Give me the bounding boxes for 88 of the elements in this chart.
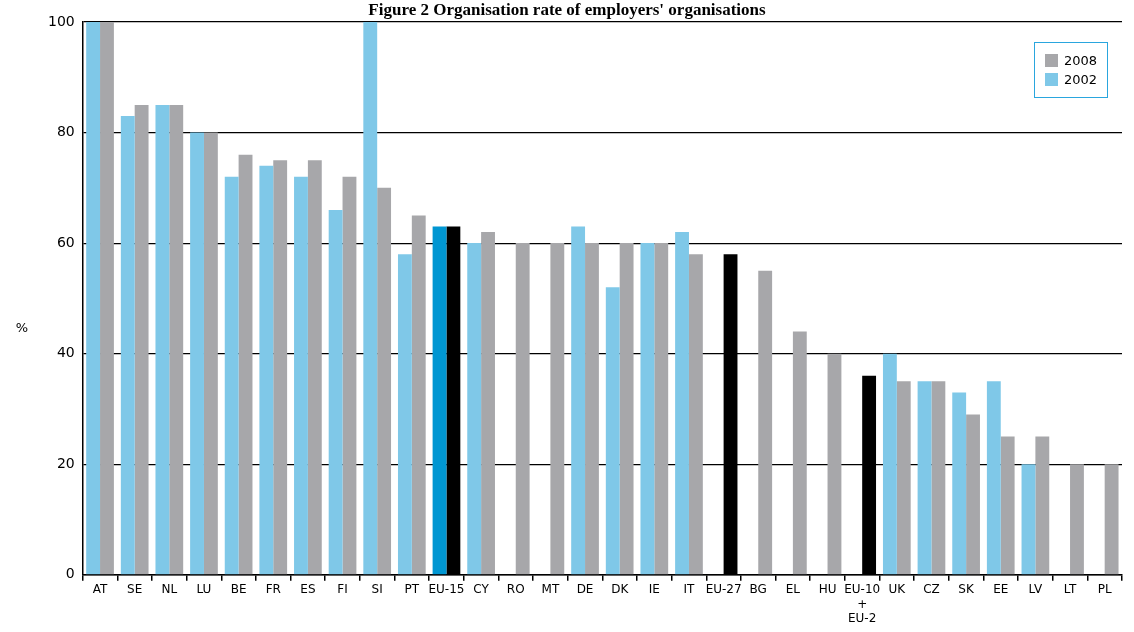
bar [654,243,669,575]
chart-title: Figure 2 Organisation rate of employers' organisations [368,0,766,19]
x-tick-label: PT [404,582,420,597]
x-tick-label: HU [818,582,837,597]
x-tick-label: FI [337,582,348,597]
y-tick-label: 80 [56,123,75,140]
x-tick-label: SE [127,582,143,597]
x-tick-label: EU-15 [428,582,465,597]
x-tick-label: IE [648,582,660,597]
bar [605,287,620,575]
y-tick-label: 100 [47,12,75,29]
x-tick-label: FR [265,582,281,597]
x-tick-label: LU [196,582,212,597]
bar [986,381,1001,575]
x-tick-label: EU-10 + EU-2 [844,582,881,625]
bar [238,154,253,575]
x-tick-label: IT [683,582,696,597]
bar [328,209,343,575]
x-tick-label: DE [576,582,594,597]
bar [411,215,426,575]
bar [86,22,101,575]
bar [120,115,135,575]
bar [1021,464,1036,575]
x-tick-label: AT [92,582,109,597]
bar [100,22,114,575]
x-tick-label: LV [1028,582,1043,597]
bar [342,176,357,575]
bar [966,414,980,575]
bar [432,226,447,575]
bar [688,254,703,575]
y-tick-label: 0 [65,565,75,582]
legend-label: 2008 [1063,53,1097,68]
bar [467,243,482,575]
x-tick-label: SI [371,582,383,597]
bar [203,132,218,575]
bar [224,176,239,575]
bar [1035,436,1050,575]
bar [758,270,773,575]
y-tick-label: 20 [56,454,75,471]
y-tick-label: 60 [56,233,75,250]
bar [294,176,308,575]
bar [397,254,412,575]
bar [1104,464,1119,575]
bar [571,226,586,575]
bar [931,381,946,575]
y-tick-label: 40 [56,344,75,361]
bar [190,132,204,575]
x-tick-label: DK [611,582,630,597]
bar [377,187,392,575]
x-tick-label: SK [958,582,975,597]
x-tick-label: MT [541,582,560,597]
bar [675,232,689,575]
bar [827,353,842,575]
bar [134,104,149,575]
x-tick-label: EU-27 [705,582,742,597]
x-tick-label: EL [785,582,801,597]
x-tick-label: BE [230,582,247,597]
bar [1070,464,1084,575]
bar [515,243,530,575]
bar [273,160,288,575]
x-tick-label: BG [749,582,767,597]
x-tick-label: RO [506,582,525,597]
bar [481,232,495,575]
bar [619,243,634,575]
bar [550,243,565,575]
x-tick-label: LT [1063,582,1077,597]
bar [917,381,932,575]
bar [169,104,184,575]
bar [259,165,274,575]
bar [792,331,807,575]
bar [1000,436,1015,575]
bar [363,22,378,575]
x-tick-label: EE [993,582,1009,597]
bar [307,160,322,575]
x-tick-label: PL [1097,582,1112,597]
bar [585,243,599,575]
bar [882,353,897,575]
x-tick-label: ES [300,582,316,597]
legend-label: 2002 [1063,72,1097,87]
bar [952,392,967,575]
x-tick-label: CZ [923,582,940,597]
x-tick-label: UK [888,582,907,597]
bar [640,243,655,575]
bar [155,104,170,575]
x-tick-label: CY [473,582,490,597]
bar [896,381,911,575]
y-axis-title: % [15,319,29,335]
x-tick-label: NL [161,582,178,597]
